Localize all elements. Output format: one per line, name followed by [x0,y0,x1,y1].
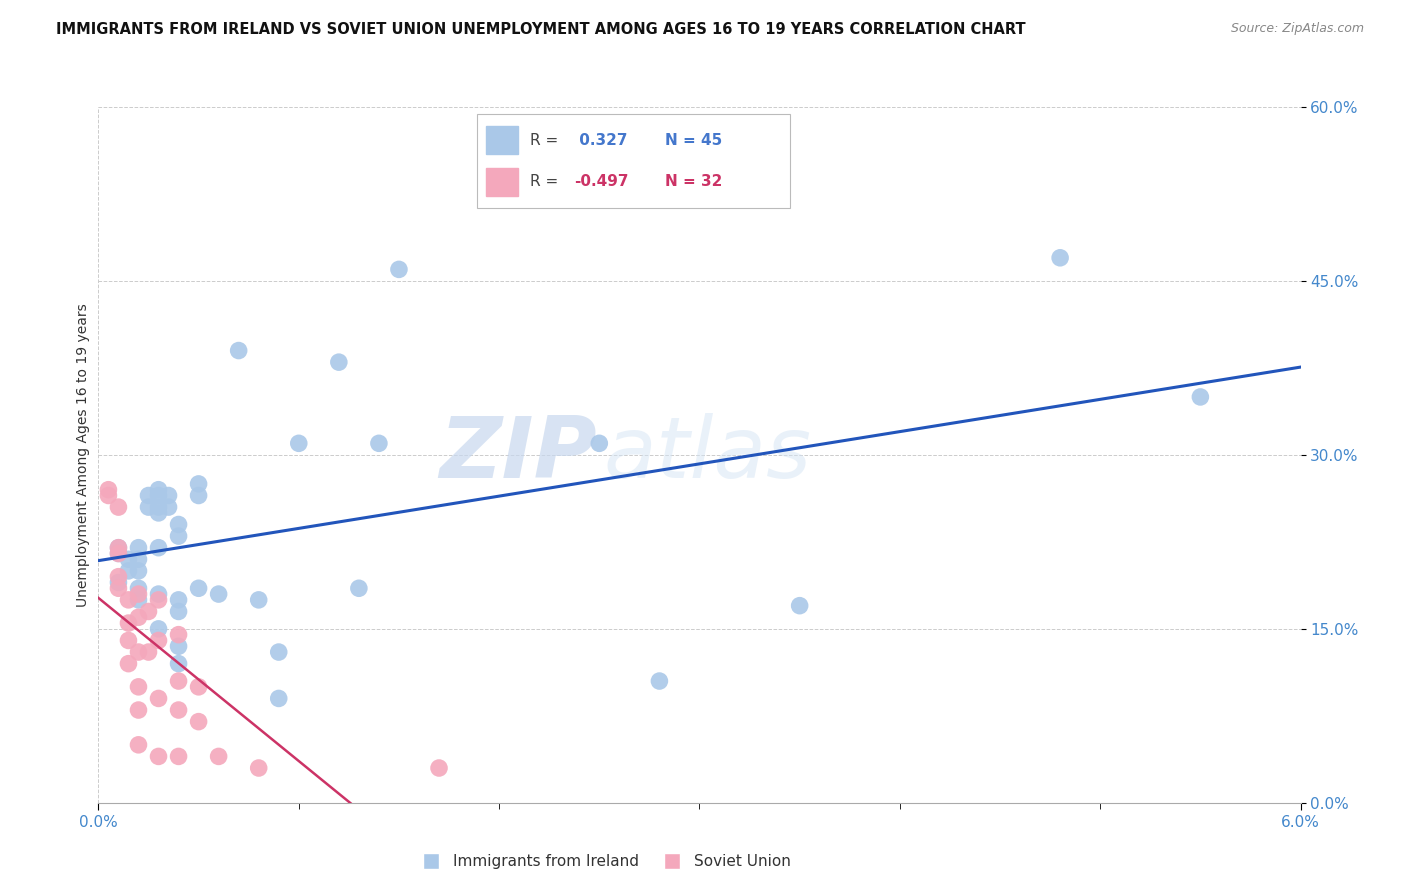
Point [157,489,180,503]
Point [187,582,209,596]
Point [97,483,120,497]
Point [328,355,350,369]
Point [138,605,160,619]
Point [128,541,150,555]
Point [128,552,150,566]
Point [117,633,139,648]
Point [347,582,370,596]
Point [128,582,150,596]
Point [117,564,139,578]
Point [148,541,170,555]
Point [167,657,190,671]
Point [187,476,209,491]
Point [128,587,150,601]
Point [117,657,139,671]
Point [148,483,170,497]
Point [138,645,160,659]
Point [148,592,170,607]
Point [388,262,411,277]
Point [107,546,129,561]
Point [117,615,139,630]
Point [288,436,311,450]
Point [267,691,290,706]
Point [148,587,170,601]
Point [167,628,190,642]
Point [107,575,129,590]
Point [247,761,270,775]
Point [167,749,190,764]
Point [128,645,150,659]
Point [167,529,190,543]
Point [107,541,129,555]
Point [187,489,209,503]
Point [107,569,129,583]
Point [138,500,160,514]
Point [167,703,190,717]
Point [208,587,231,601]
Point [1189,390,1212,404]
Text: ZIP: ZIP [440,413,598,497]
Point [167,674,190,689]
Point [128,738,150,752]
Point [128,703,150,717]
Point [148,489,170,503]
Text: Source: ZipAtlas.com: Source: ZipAtlas.com [1230,22,1364,36]
Point [128,592,150,607]
Point [208,749,231,764]
Point [107,541,129,555]
Point [588,436,610,450]
Point [148,506,170,520]
Legend: Immigrants from Ireland, Soviet Union: Immigrants from Ireland, Soviet Union [411,848,797,875]
Point [148,691,170,706]
Point [427,761,450,775]
Point [97,489,120,503]
Point [167,592,190,607]
Point [148,749,170,764]
Point [107,546,129,561]
Point [1049,251,1071,265]
Text: IMMIGRANTS FROM IRELAND VS SOVIET UNION UNEMPLOYMENT AMONG AGES 16 TO 19 YEARS C: IMMIGRANTS FROM IRELAND VS SOVIET UNION … [56,22,1026,37]
Point [368,436,391,450]
Point [789,599,811,613]
Point [138,489,160,503]
Point [157,500,180,514]
Point [187,714,209,729]
Point [117,552,139,566]
Point [187,680,209,694]
Point [167,517,190,532]
Point [228,343,250,358]
Point [148,633,170,648]
Point [107,500,129,514]
Point [148,500,170,514]
Point [267,645,290,659]
Point [148,622,170,636]
Text: atlas: atlas [603,413,811,497]
Point [247,592,270,607]
Point [128,564,150,578]
Y-axis label: Unemployment Among Ages 16 to 19 years: Unemployment Among Ages 16 to 19 years [76,303,90,607]
Point [117,592,139,607]
Point [107,582,129,596]
Point [648,674,671,689]
Point [128,610,150,624]
Point [167,639,190,653]
Point [128,680,150,694]
Point [167,605,190,619]
